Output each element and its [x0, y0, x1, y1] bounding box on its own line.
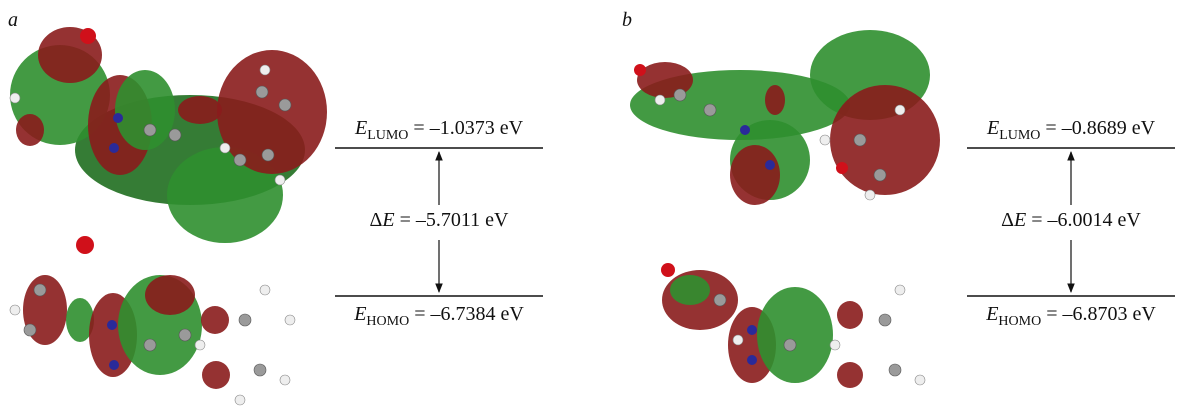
- lumo-energy: ELUMO = –0.8689 eV: [986, 117, 1156, 143]
- text-part: = –5.7011 eV: [395, 209, 509, 231]
- text-part: LUMO: [367, 128, 408, 143]
- gap-energy: ΔE = –6.0014 eV: [1001, 209, 1141, 231]
- panel-label: b: [622, 9, 632, 31]
- text-part: HOMO: [998, 314, 1041, 329]
- homo-energy: EHOMO = –6.8703 eV: [985, 303, 1156, 329]
- page: {"panels": [ {"label": "a", "lumo": {"sy…: [0, 0, 1178, 412]
- text-part: HOMO: [366, 314, 409, 329]
- panel-label: a: [8, 9, 18, 31]
- text-part: E: [353, 303, 366, 325]
- text-part: E: [381, 209, 394, 231]
- figure: a: [0, 0, 1178, 412]
- text-part: = –6.0014 eV: [1026, 209, 1141, 231]
- text-part: = –6.7384 eV: [409, 303, 524, 325]
- lumo-energy: ELUMO = –1.0373 eV: [354, 117, 524, 143]
- text-part: E: [985, 303, 998, 325]
- text-part: E: [1013, 209, 1026, 231]
- text-part: = –6.8703 eV: [1041, 303, 1156, 325]
- text-part: Δ: [370, 209, 383, 231]
- homo-energy: EHOMO = –6.7384 eV: [353, 303, 524, 329]
- lumo-orbital: [10, 27, 327, 243]
- panel-b: b: [622, 9, 1175, 388]
- homo-orbital: [661, 263, 925, 388]
- text-part: E: [986, 117, 999, 139]
- text-part: LUMO: [999, 128, 1040, 143]
- text-part: E: [354, 117, 367, 139]
- gap-energy: ΔE = –5.7011 eV: [370, 209, 510, 231]
- text-part: = –1.0373 eV: [408, 117, 523, 139]
- panel-a: a: [8, 9, 543, 405]
- text-part: = –0.8689 eV: [1040, 117, 1155, 139]
- text-part: Δ: [1001, 209, 1014, 231]
- lumo-orbital: [630, 30, 940, 205]
- homo-orbital: [10, 236, 295, 405]
